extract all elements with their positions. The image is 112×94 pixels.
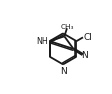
Text: CH₃: CH₃ [61,24,74,30]
Text: N: N [60,67,66,76]
Text: Cl: Cl [84,33,93,42]
Text: NH: NH [36,37,48,46]
Text: N: N [81,51,87,60]
